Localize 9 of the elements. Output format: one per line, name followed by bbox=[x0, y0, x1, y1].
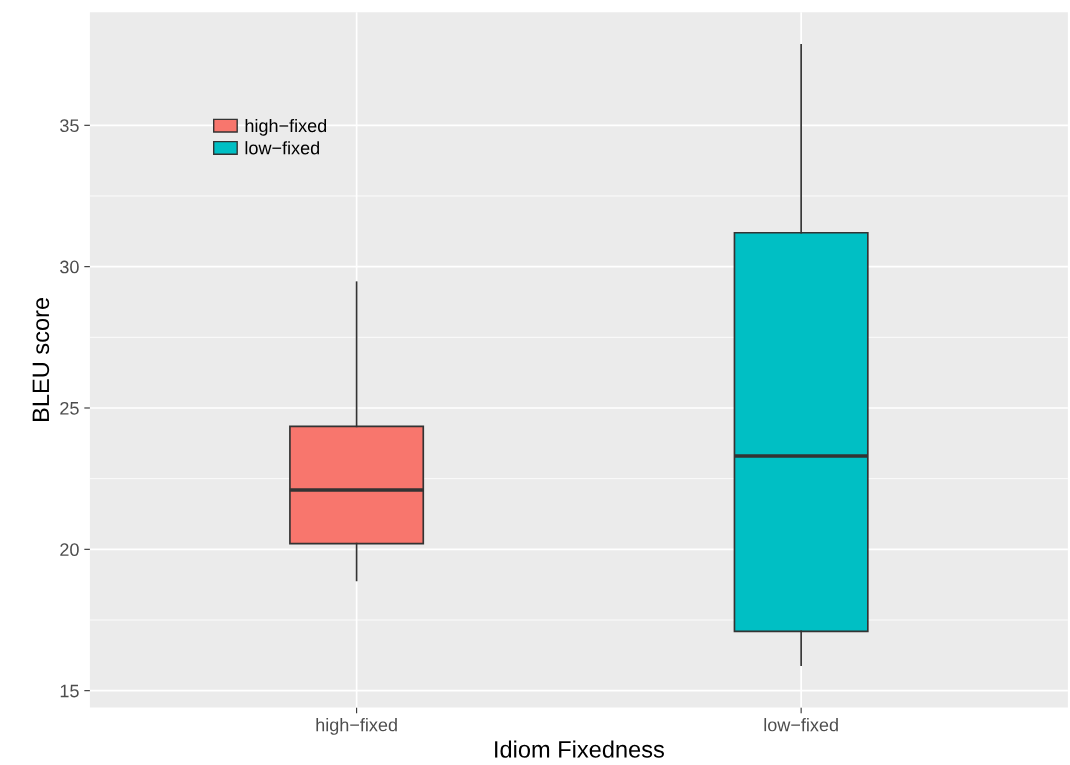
y-tick-label: 35 bbox=[60, 119, 79, 133]
y-axis-title: BLEU score bbox=[32, 297, 50, 421]
y-tick-label: 15 bbox=[60, 684, 79, 698]
legend-label: low−fixed bbox=[245, 141, 320, 155]
x-axis-title: Idiom Fixedness bbox=[495, 740, 664, 758]
legend-label: high−fixed bbox=[245, 118, 327, 136]
y-tick-label: 30 bbox=[60, 260, 79, 274]
y-tick-label: 25 bbox=[60, 401, 79, 415]
y-tick-label: 20 bbox=[60, 543, 79, 557]
